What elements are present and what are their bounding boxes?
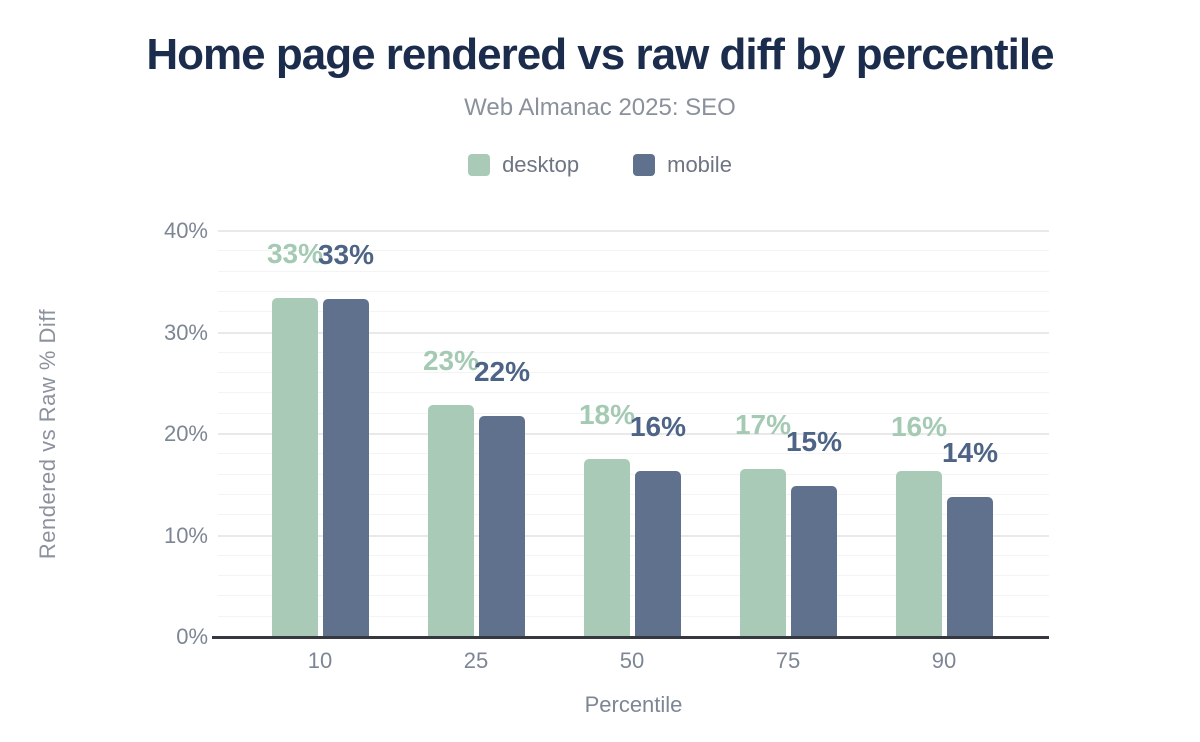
legend-label-desktop: desktop [502, 152, 580, 178]
y-tick-label: 30% [163, 319, 208, 345]
bar-mobile-50[interactable] [634, 470, 681, 637]
minor-gridline [218, 372, 1049, 374]
legend-item-mobile[interactable]: mobile [633, 152, 732, 178]
bar-label-mobile-90: 14% [941, 436, 999, 468]
major-gridline [218, 534, 1049, 537]
x-axis-labels: 10 25 50 75 90 [242, 648, 1022, 674]
bar-desktop-10[interactable] [271, 298, 318, 637]
x-tick-label-90: 90 [931, 648, 957, 673]
bar-label-desktop-10: 33% [266, 238, 324, 269]
bar-desktop-50[interactable] [583, 459, 630, 637]
major-gridline [218, 230, 1049, 232]
minor-gridline [218, 392, 1049, 394]
minor-gridline [218, 575, 1049, 577]
y-tick-label: 20% [163, 421, 208, 446]
x-axis-line [212, 636, 1049, 639]
legend-label-mobile: mobile [667, 152, 732, 178]
bar-group-75: 17% 15% [710, 231, 866, 637]
bar-group-10: 33% 33% [242, 231, 398, 637]
x-tick-label-50: 50 [619, 648, 645, 673]
minor-gridline [218, 412, 1049, 414]
bar-groups: 33% 33% 23% 22% 18% 16% 17% 15% 16% 14% [242, 231, 1022, 637]
bar-label-mobile-10: 33% [317, 239, 375, 271]
y-tick-label: 40% [163, 218, 208, 243]
x-tick-label-10: 10 [307, 648, 333, 673]
bar-group-25: 23% 22% [398, 231, 554, 637]
bar-desktop-90[interactable] [895, 470, 942, 637]
legend: desktop mobile [0, 152, 1200, 178]
major-gridline [218, 331, 1049, 334]
minor-gridline [218, 290, 1049, 292]
mobile-swatch-icon [633, 154, 656, 177]
bar-group-90: 16% 14% [866, 231, 1022, 637]
bar-label-desktop-90: 16% [890, 410, 948, 442]
x-tick-label-75: 75 [775, 648, 801, 673]
bar-label-desktop-25: 23% [422, 344, 480, 376]
chart-header: Home page rendered vs raw diff by percen… [0, 0, 1200, 178]
x-axis-title: Percentile [584, 692, 683, 717]
major-gridline [218, 433, 1049, 435]
minor-gridline [218, 351, 1049, 353]
y-tick-label: 10% [163, 522, 208, 548]
minor-gridline [218, 311, 1049, 313]
minor-gridline [218, 453, 1049, 455]
legend-item-desktop[interactable]: desktop [468, 152, 579, 178]
minor-gridline [218, 554, 1049, 556]
bar-label-desktop-75: 17% [734, 408, 792, 440]
minor-gridline [218, 514, 1049, 516]
bar-mobile-90[interactable] [946, 496, 993, 637]
bar-label-mobile-75: 15% [785, 425, 843, 457]
bar-desktop-25[interactable] [427, 404, 474, 637]
minor-gridline [218, 270, 1049, 272]
minor-gridline [218, 473, 1049, 475]
y-tick-label: 0% [176, 624, 208, 649]
plot-area: 33% 33% 23% 22% 18% 16% 17% 15% 16% 14% [212, 230, 1049, 639]
minor-gridline [218, 615, 1049, 617]
x-tick-label-25: 25 [463, 648, 489, 673]
bar-label-mobile-25: 22% [473, 355, 531, 387]
chart-title: Home page rendered vs raw diff by percen… [146, 30, 1054, 79]
minor-gridline [218, 250, 1049, 252]
bar-mobile-25[interactable] [478, 415, 525, 637]
chart-subtitle: Web Almanac 2025: SEO [464, 94, 736, 122]
bar-mobile-10[interactable] [322, 299, 369, 637]
bar-desktop-75[interactable] [739, 468, 786, 637]
bar-label-mobile-50: 16% [629, 410, 687, 442]
bar-group-50: 18% 16% [554, 231, 710, 637]
minor-gridline [218, 493, 1049, 495]
y-axis-ticks: 0% 10% 20% 30% 40% [0, 218, 208, 649]
desktop-swatch-icon [468, 154, 491, 177]
minor-gridline [218, 595, 1049, 597]
bar-label-desktop-50: 18% [578, 399, 636, 431]
bar-mobile-75[interactable] [790, 485, 837, 637]
